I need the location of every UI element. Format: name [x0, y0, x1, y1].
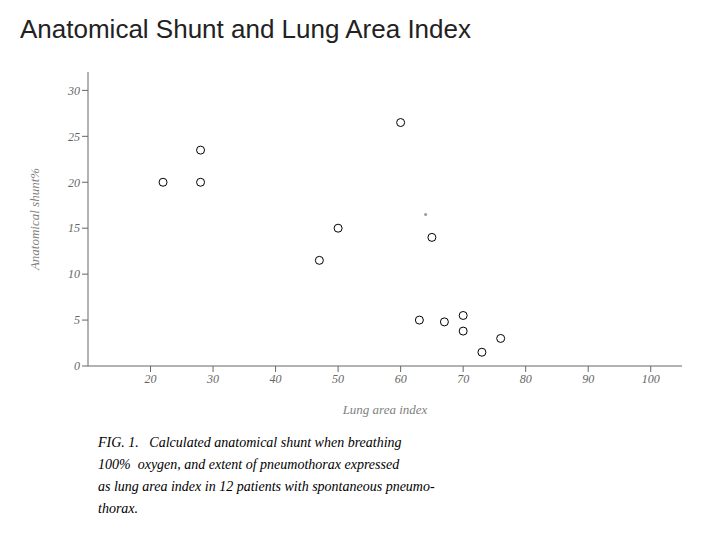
svg-text:25: 25: [68, 130, 80, 144]
html-text:100% oxygen, and extent of pne: 100% oxygen, and extent of pneumothorax …: [98, 457, 400, 472]
svg-text:5: 5: [74, 313, 80, 327]
svg-text:30: 30: [206, 372, 219, 386]
svg-text:20: 20: [68, 176, 80, 190]
svg-text:90: 90: [582, 372, 594, 386]
svg-text:80: 80: [520, 372, 532, 386]
svg-text:Lung area index: Lung area index: [342, 402, 428, 417]
html-text:FIG. 1. Calculated anatomical: FIG. 1. Calculated anatomical shunt when…: [98, 435, 402, 450]
svg-text:100: 100: [642, 372, 660, 386]
html-text:Anatomical Shunt and Lung Area: Anatomical Shunt and Lung Area Index: [20, 14, 471, 44]
svg-text:20: 20: [145, 372, 157, 386]
html-text:as lung area index in 12 patie: as lung area index in 12 patients with s…: [98, 479, 435, 494]
svg-text:30: 30: [67, 84, 80, 98]
html-text:thorax.: thorax.: [98, 501, 139, 516]
svg-text:60: 60: [395, 372, 407, 386]
svg-text:0: 0: [74, 359, 80, 373]
svg-text:70: 70: [457, 372, 469, 386]
svg-text:Anatomical shunt%: Anatomical shunt%: [27, 168, 42, 271]
svg-text:50: 50: [332, 372, 344, 386]
svg-text:15: 15: [68, 221, 80, 235]
svg-text:10: 10: [68, 267, 80, 281]
svg-text:40: 40: [270, 372, 282, 386]
